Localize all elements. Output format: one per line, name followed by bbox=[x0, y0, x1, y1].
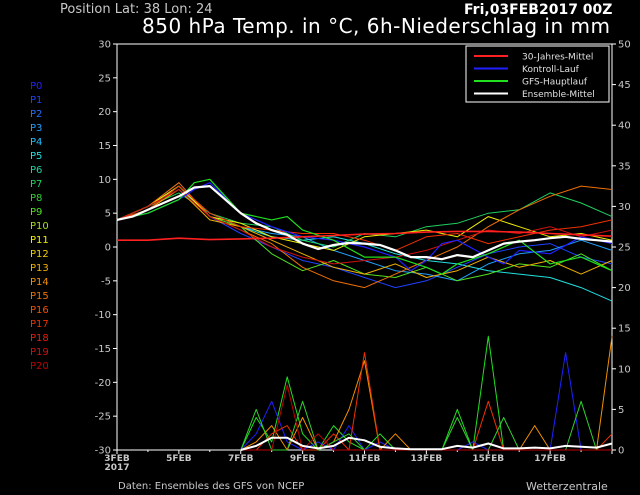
member-label-p10: P10 bbox=[30, 221, 49, 232]
member-label-p0: P0 bbox=[30, 81, 43, 92]
legend-label: Kontroll-Lauf bbox=[522, 65, 580, 75]
x-tick-label: 15FEB bbox=[472, 454, 504, 464]
y-tick-label: -15 bbox=[95, 344, 111, 355]
x-tick-label: 5FEB bbox=[166, 454, 192, 464]
y-tick-label: -5 bbox=[101, 276, 111, 287]
member-label-p7: P7 bbox=[30, 179, 43, 190]
member-label-p11: P11 bbox=[30, 235, 49, 246]
x-tick-label: 9FEB bbox=[290, 454, 316, 464]
member-label-p8: P8 bbox=[30, 193, 43, 204]
member-label-p20: P20 bbox=[30, 361, 49, 372]
y2-tick-label: 45 bbox=[618, 80, 631, 91]
chart-title: 850 hPa Temp. in °C, 6h-Niederschlag in … bbox=[142, 14, 611, 38]
y-tick-label: 5 bbox=[105, 209, 111, 220]
member-label-p16: P16 bbox=[30, 305, 49, 316]
y-tick-label: 0 bbox=[105, 243, 111, 254]
y2-tick-label: 0 bbox=[618, 446, 624, 457]
temp-series-p17 bbox=[116, 185, 613, 251]
x-tick-label: 17FEB bbox=[534, 454, 566, 464]
y2-tick-label: 10 bbox=[618, 364, 631, 375]
member-label-p18: P18 bbox=[30, 333, 49, 344]
temp-climate-line bbox=[117, 230, 613, 241]
temp-series-p15 bbox=[116, 182, 613, 289]
x-tick-sublabel: 2017 bbox=[104, 463, 129, 473]
y2-tick-label: 50 bbox=[618, 40, 631, 51]
y-tick-label: 15 bbox=[98, 141, 111, 152]
y-tick-label: -20 bbox=[95, 378, 111, 389]
x-tick-label: 11FEB bbox=[349, 454, 381, 464]
member-label-p13: P13 bbox=[30, 263, 49, 274]
precip-series-gfs-hauptlauf bbox=[240, 335, 612, 451]
position-label: Position Lat: 38 Lon: 24 bbox=[60, 2, 213, 17]
legend-label: GFS-Hauptlauf bbox=[522, 78, 588, 88]
y-tick-label: 25 bbox=[98, 73, 111, 84]
member-label-p3: P3 bbox=[30, 123, 43, 134]
member-label-p14: P14 bbox=[30, 277, 49, 288]
member-label-p12: P12 bbox=[30, 249, 49, 260]
y2-tick-label: 40 bbox=[618, 121, 631, 132]
ensemble-member-list: P0 P1 P2 P3 P4 P5 P6 P7 P8 P9 P10 P11 P12 P13 P14 P15 P1… bbox=[30, 80, 49, 374]
site-credit-label: Wetterzentrale bbox=[526, 480, 608, 493]
y2-tick-label: 30 bbox=[618, 202, 631, 213]
x-tick-label: 13FEB bbox=[411, 454, 443, 464]
member-label-p15: P15 bbox=[30, 291, 49, 302]
y2-tick-label: 35 bbox=[618, 161, 631, 172]
y-tick-label: 20 bbox=[98, 107, 111, 118]
run-date-label: Fri,03FEB2017 00Z bbox=[464, 2, 613, 18]
temp-series-p11 bbox=[116, 185, 613, 251]
y-tick-label: 10 bbox=[98, 175, 111, 186]
y-tick-label: -10 bbox=[95, 310, 111, 321]
y2-tick-label: 20 bbox=[618, 283, 631, 294]
member-label-p1: P1 bbox=[30, 95, 43, 106]
temp-series-p3 bbox=[116, 189, 613, 282]
temp-mean-line bbox=[116, 185, 613, 261]
member-label-p9: P9 bbox=[30, 207, 43, 218]
y2-tick-label: 25 bbox=[618, 243, 631, 254]
member-label-p17: P17 bbox=[30, 319, 49, 330]
y2-tick-label: 15 bbox=[618, 324, 631, 335]
member-label-p5: P5 bbox=[30, 151, 43, 162]
temp-series-p19 bbox=[116, 189, 613, 265]
precip-series-kontroll-lauf bbox=[240, 352, 612, 451]
member-label-p19: P19 bbox=[30, 347, 49, 358]
legend-label: 30-Jahres-Mittel bbox=[522, 53, 593, 63]
x-tick-label: 3FEB bbox=[104, 454, 130, 464]
member-label-p2: P2 bbox=[30, 109, 43, 120]
x-tick-label: 7FEB bbox=[228, 454, 254, 464]
temp-series-p13 bbox=[116, 189, 613, 278]
y-tick-label: -25 bbox=[95, 412, 111, 423]
precip-series-ensemble-mittel bbox=[240, 436, 613, 451]
temp-operational-line bbox=[116, 178, 613, 275]
precip-series-p14 bbox=[240, 336, 613, 451]
y2-tick-label: 5 bbox=[618, 405, 624, 416]
y-tick-label: -30 bbox=[95, 446, 111, 457]
member-label-p4: P4 bbox=[30, 137, 43, 148]
legend-label: Ensemble-Mittel bbox=[522, 90, 595, 100]
precip-series-p17 bbox=[240, 352, 613, 451]
data-source-label: Daten: Ensembles des GFS von NCEP bbox=[118, 481, 305, 492]
y-tick-label: 30 bbox=[98, 40, 111, 51]
member-label-p6: P6 bbox=[30, 165, 43, 176]
